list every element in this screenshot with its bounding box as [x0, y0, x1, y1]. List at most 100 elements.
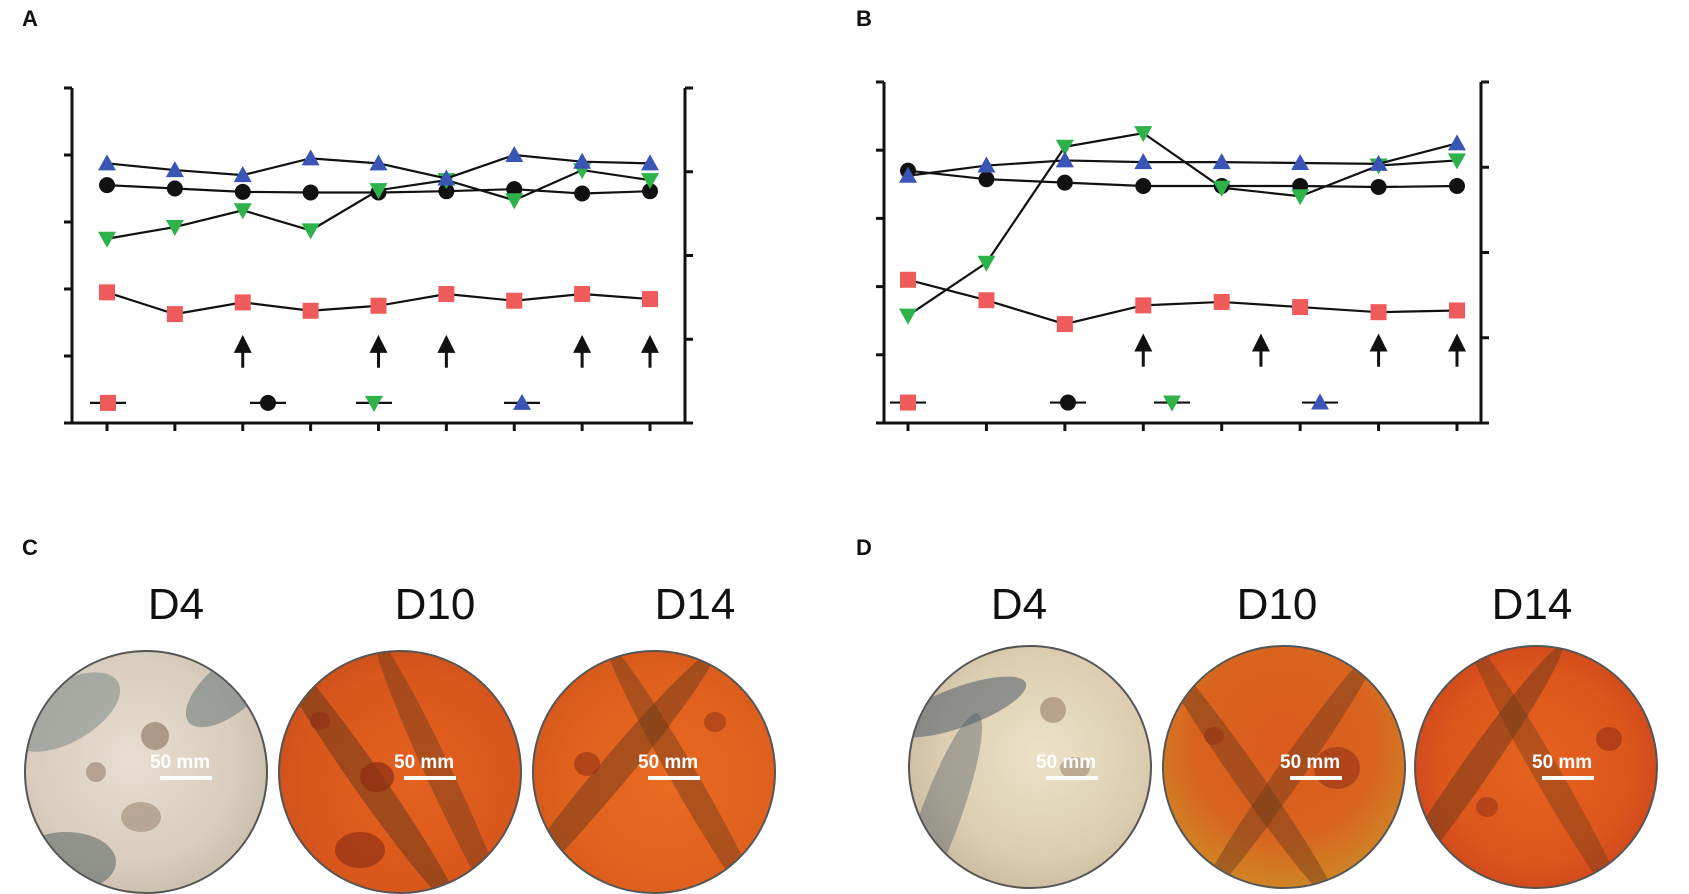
data-point-osmolarity [1134, 153, 1153, 170]
data-point-lactate [1291, 189, 1310, 206]
arrow-head [233, 334, 252, 353]
data-point-ph [978, 171, 995, 188]
micrograph-d-d14: 50 mm [1414, 645, 1658, 889]
data-point-ph [1370, 179, 1387, 196]
scale-label-c-d14: 50 mm [638, 752, 699, 773]
scale-label-c-d4: 50 mm [150, 752, 211, 773]
data-point-glucose [99, 284, 115, 301]
data-point-lactate [1448, 153, 1466, 170]
data-point-lactate [165, 220, 184, 237]
data-point-ph [642, 183, 658, 200]
data-point-glucose [978, 292, 995, 309]
data-point-osmolarity [641, 154, 659, 171]
data-point-osmolarity [369, 154, 388, 171]
arrow-head [437, 334, 456, 353]
series-line-glucose [907, 278, 1458, 326]
data-point-glucose [574, 286, 591, 303]
scale-label-c-d10: 50 mm [394, 752, 455, 773]
photo-label-d-d14: D14 [1491, 580, 1573, 629]
data-point-glucose [1292, 299, 1309, 316]
micrograph-d-d10: 50 mm [1162, 645, 1406, 889]
panel-letter-c: C [22, 535, 38, 560]
chart-b [876, 80, 1489, 431]
scale-label-d-d14: 50 mm [1532, 752, 1593, 773]
micrograph-c-d10: 50 mm [278, 650, 522, 894]
arrow-head [1369, 333, 1388, 352]
data-point-glucose [900, 271, 916, 288]
photo-label-c-d4: D4 [147, 580, 205, 629]
series-line-ph [907, 169, 1458, 189]
data-point-glucose [370, 297, 387, 314]
data-point-lactate [233, 203, 252, 220]
series-line-lactate [907, 131, 1458, 317]
photo-label-c-d10: D10 [394, 580, 476, 629]
data-point-osmolarity [899, 166, 917, 183]
arrow-head [1448, 333, 1466, 352]
data-point-lactate [1212, 180, 1231, 197]
data-point-osmolarity [573, 152, 592, 169]
photo-label-c-d14: D14 [654, 580, 736, 629]
data-point-osmolarity [1369, 154, 1388, 171]
data-point-glucose [1056, 316, 1073, 333]
data-point-glucose [1135, 297, 1152, 314]
data-point-lactate [301, 223, 320, 240]
data-point-lactate [505, 193, 524, 210]
data-point-glucose [234, 294, 251, 311]
legend-marker-lactate [1163, 395, 1181, 412]
data-point-osmolarity [437, 169, 456, 186]
data-point-ph [99, 177, 115, 194]
panel-letter-b: B [856, 6, 872, 31]
data-point-glucose [302, 302, 319, 319]
legend-marker-osmolarity [513, 393, 531, 410]
data-point-osmolarity [505, 146, 524, 162]
data-point-glucose [1370, 304, 1387, 321]
photo-label-d-d4: D4 [990, 580, 1048, 629]
legend-marker-ph [260, 394, 276, 411]
scale-bar-c-d10 [404, 776, 456, 780]
data-point-glucose [1449, 302, 1465, 319]
arrow-head [1251, 333, 1270, 352]
arrow-head [641, 334, 659, 353]
scale-bar-c-d4 [160, 776, 212, 780]
legend-marker-ph [1060, 394, 1076, 411]
data-point-lactate [98, 231, 116, 248]
data-point-ph [1056, 174, 1073, 191]
arrow-head [369, 334, 388, 353]
series-line-osmolarity [907, 142, 1458, 177]
scale-bar-d-d4 [1046, 776, 1098, 780]
data-point-lactate [1055, 139, 1074, 156]
data-point-osmolarity [165, 161, 184, 178]
arrow-head [573, 334, 592, 353]
data-point-osmolarity [98, 154, 116, 171]
data-point-ph [166, 180, 183, 197]
scale-label-d-d10: 50 mm [1280, 752, 1341, 773]
data-point-osmolarity [1291, 153, 1310, 170]
legend-marker-glucose [900, 394, 916, 411]
micrograph-c-d4: 50 mm [24, 650, 268, 894]
micrograph-c-d14: 50 mm [532, 650, 776, 894]
scale-bar-d-d10 [1290, 776, 1342, 780]
data-point-lactate [899, 308, 917, 325]
data-point-glucose [438, 286, 455, 303]
data-point-glucose [506, 292, 523, 309]
data-point-lactate [977, 255, 996, 272]
scale-bar-d-d14 [1542, 776, 1594, 780]
arrow-head [1134, 333, 1153, 352]
micrograph-d-d4: 50 mm [908, 645, 1152, 889]
data-point-osmolarity [1448, 134, 1466, 151]
data-point-ph [574, 185, 591, 202]
scale-label-d-d4: 50 mm [1036, 752, 1097, 773]
photo-label-d-d10: D10 [1236, 580, 1318, 629]
data-point-osmolarity [233, 166, 252, 183]
data-point-osmolarity [1055, 151, 1074, 168]
legend-marker-lactate [365, 395, 383, 412]
data-point-ph [1135, 178, 1152, 195]
legend-marker-glucose [100, 394, 116, 411]
series-line-lactate [106, 168, 651, 240]
data-point-glucose [166, 306, 183, 323]
chart-a [64, 86, 693, 431]
data-point-ph [506, 181, 523, 198]
data-point-osmolarity [1212, 153, 1231, 170]
panel-letter-a: A [22, 6, 38, 31]
data-point-glucose [642, 291, 658, 308]
